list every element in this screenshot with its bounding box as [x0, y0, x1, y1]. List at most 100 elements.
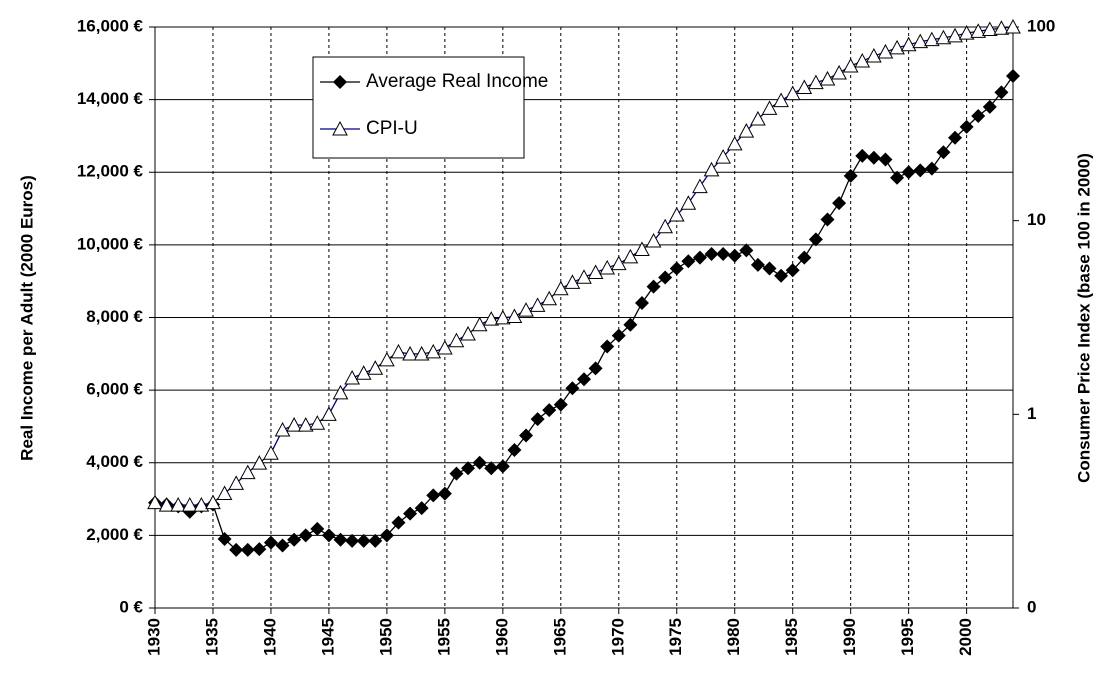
marker [970, 23, 987, 38]
marker [739, 243, 754, 258]
marker [344, 369, 360, 385]
marker [170, 497, 187, 512]
marker [275, 538, 290, 553]
marker [935, 29, 952, 45]
marker [750, 257, 765, 272]
y2-axis-label: Consumer Price Index (base 100 in 2000) [1074, 153, 1093, 483]
x-tick-label: 1985 [782, 618, 801, 656]
marker [484, 461, 499, 476]
x-tick-label: 1955 [434, 618, 453, 656]
marker [425, 343, 442, 359]
marker [692, 178, 708, 194]
marker [1005, 18, 1021, 34]
marker [564, 274, 581, 289]
marker [217, 532, 232, 547]
x-tick-label: 1965 [550, 618, 569, 656]
marker [240, 542, 255, 557]
marker [355, 365, 372, 380]
marker [854, 53, 871, 68]
marker [622, 248, 639, 264]
marker [588, 361, 603, 376]
marker [681, 254, 696, 269]
marker [948, 130, 963, 145]
x-tick-label: 1950 [376, 618, 395, 656]
marker [947, 27, 963, 43]
x-tick-label: 1995 [898, 618, 917, 656]
marker [877, 43, 894, 59]
marker [414, 501, 429, 516]
marker [356, 533, 371, 548]
marker [611, 328, 626, 343]
marker [658, 270, 673, 285]
x-tick-label: 1975 [666, 618, 685, 656]
marker [402, 345, 418, 361]
marker [784, 85, 801, 101]
marker [379, 351, 395, 367]
marker [1006, 69, 1020, 84]
marker [542, 403, 557, 418]
marker [263, 445, 279, 460]
x-tick-label: 1935 [202, 618, 221, 656]
marker [565, 381, 580, 396]
marker [379, 528, 394, 543]
marker [229, 542, 244, 557]
marker [646, 279, 661, 294]
marker [390, 343, 407, 359]
marker [552, 280, 569, 296]
marker [866, 47, 882, 63]
marker [785, 263, 800, 278]
marker [993, 20, 1010, 35]
marker [495, 309, 511, 325]
x-tick-label: 1945 [318, 618, 337, 656]
marker [577, 372, 591, 387]
marker [310, 521, 325, 536]
marker [391, 515, 406, 530]
marker [403, 506, 418, 521]
marker [252, 542, 267, 557]
marker [820, 212, 835, 227]
legend-text: CPI-U [366, 118, 418, 139]
y-tick-label: 10,000 € [77, 234, 144, 253]
x-tick-label: 1960 [492, 618, 511, 656]
x-tick-label: 1970 [608, 618, 627, 656]
marker [368, 533, 383, 548]
marker [634, 295, 649, 310]
marker [808, 74, 824, 90]
marker [518, 302, 534, 317]
marker [541, 290, 558, 306]
marker [727, 248, 742, 263]
marker [832, 196, 847, 211]
marker [460, 325, 476, 341]
marker [680, 195, 697, 210]
marker [472, 455, 487, 470]
marker [333, 532, 348, 547]
marker [228, 475, 244, 490]
y2-tick-label: 0 [1027, 597, 1036, 616]
marker [958, 25, 975, 40]
marker [668, 206, 685, 222]
y2-tick-label: 1 [1027, 404, 1036, 423]
marker [576, 269, 592, 284]
marker [936, 145, 951, 160]
marker [890, 170, 905, 185]
marker [855, 148, 870, 163]
x-tick-label: 1990 [840, 618, 859, 656]
marker [332, 120, 348, 136]
marker [901, 165, 916, 180]
marker [506, 308, 523, 324]
marker [345, 533, 360, 548]
marker [889, 39, 905, 55]
marker [703, 161, 720, 177]
marker [808, 232, 823, 247]
marker [994, 85, 1009, 100]
marker [924, 161, 939, 176]
series-line [154, 75, 1014, 551]
marker [774, 268, 789, 283]
marker [797, 250, 812, 265]
marker [796, 79, 813, 95]
legend-box [312, 56, 525, 159]
marker [426, 488, 441, 503]
marker [495, 459, 510, 474]
y-tick-label: 14,000 € [77, 89, 144, 108]
